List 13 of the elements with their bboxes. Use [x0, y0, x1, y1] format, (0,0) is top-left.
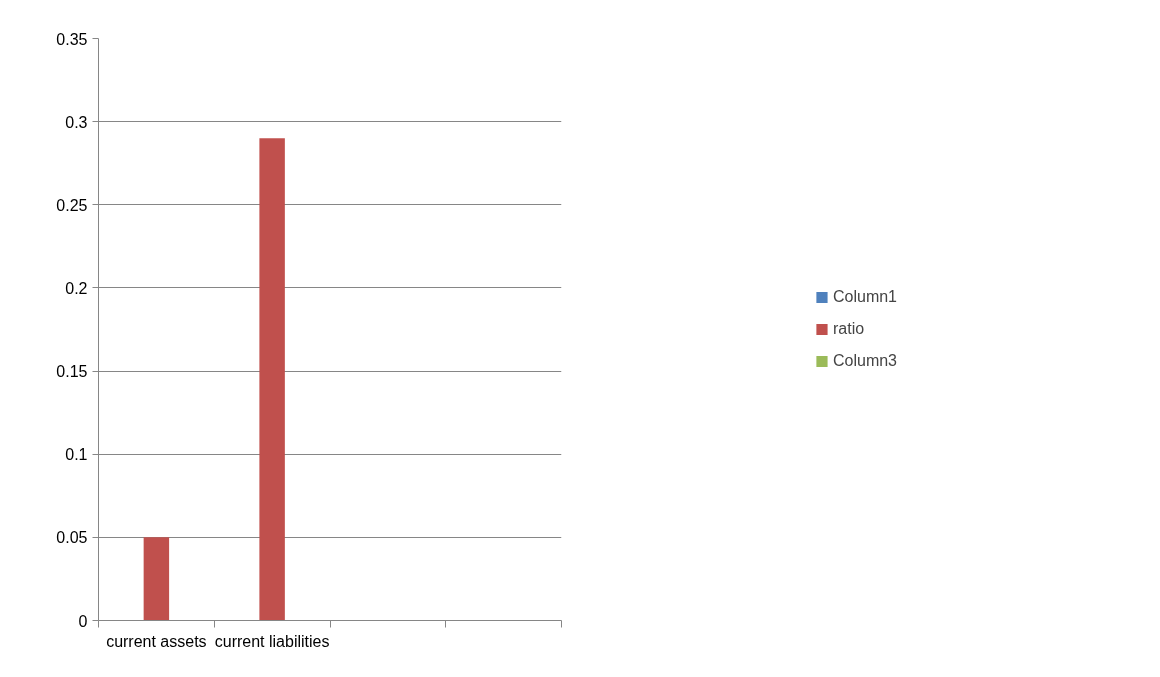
legend-label: Column3 — [832, 352, 898, 370]
y-tick-label: 0.3 — [65, 113, 88, 131]
y-tick-label: 0.2 — [65, 279, 88, 297]
y-tick-label: 0.25 — [56, 196, 88, 214]
y-tick-label: 0.1 — [65, 446, 88, 464]
y-tick-label: 0.35 — [56, 30, 88, 48]
y-tick-label: 0 — [78, 612, 88, 630]
x-tick-label: current liabilities — [214, 632, 330, 650]
x-tick-label: current assets — [106, 632, 207, 650]
legend-label: ratio — [832, 320, 865, 338]
y-tick-label: 0.05 — [56, 529, 88, 547]
y-tick-label: 0.15 — [56, 363, 88, 381]
legend-label: Column1 — [832, 288, 898, 306]
